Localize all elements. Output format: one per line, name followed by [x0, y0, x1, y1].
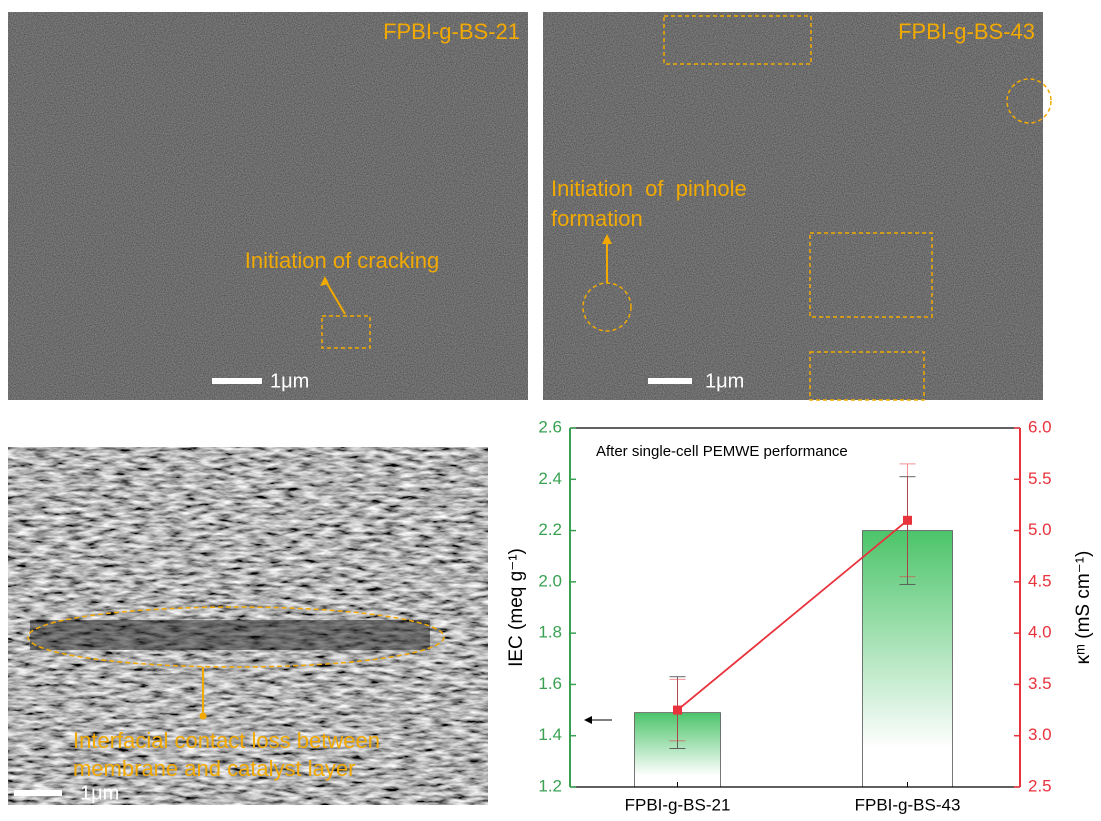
y2-tick-label: 2.5	[1028, 776, 1052, 795]
y2-tick-label: 4.5	[1028, 571, 1052, 590]
y-tick-label: 1.6	[538, 674, 562, 693]
y2-tick-label: 3.5	[1028, 674, 1052, 693]
chart: After single-cell PEMWE performance 1.2 1…	[506, 417, 1094, 814]
y-tick-label: 2.6	[538, 417, 562, 436]
y2-tick-label: 5.0	[1028, 520, 1052, 539]
point	[673, 706, 682, 715]
y-tick-label: 2.0	[538, 571, 562, 590]
annotation: membrane and catalyst layer	[73, 756, 355, 781]
y2-tick-label: 4.0	[1028, 623, 1052, 642]
scale-bar	[212, 378, 262, 384]
figure: FPBI-g-BS-21 Initiation of cracking 1μm …	[0, 0, 1101, 821]
pointer-dot	[200, 713, 207, 720]
y2-tick-label: 6.0	[1028, 417, 1052, 436]
point	[903, 516, 912, 525]
scale-label: 1μm	[705, 370, 744, 392]
annotation: Initiation of pinhole	[551, 176, 747, 201]
scale-bar	[648, 378, 692, 384]
y-tick-label: 1.8	[538, 623, 562, 642]
panel-label: FPBI-g-BS-43	[898, 19, 1035, 44]
scale-label: 1μm	[270, 370, 309, 392]
y-axis-label: IEC (meq g⁻¹)	[506, 548, 527, 667]
annotation: Interfacial contact loss between	[73, 728, 380, 753]
y2-axis-label: κᵐ (mS cm⁻¹)	[1073, 551, 1094, 665]
sem-image	[8, 12, 528, 400]
panel-label: FPBI-g-BS-21	[383, 19, 520, 44]
y2-tick-label: 5.5	[1028, 469, 1052, 488]
axis-pointer-head	[584, 716, 592, 724]
y-tick-label: 1.4	[538, 725, 562, 744]
y-tick-label: 1.2	[538, 776, 562, 795]
y-tick-label: 2.4	[538, 469, 562, 488]
annotation: formation	[551, 206, 643, 231]
scale-label: 1μm	[80, 782, 119, 804]
x-tick-label: FPBI-g-BS-21	[625, 795, 731, 814]
scale-bar	[14, 790, 62, 796]
x-tick-label: FPBI-g-BS-43	[855, 795, 961, 814]
y2-tick-label: 3.0	[1028, 725, 1052, 744]
chart-annotation: After single-cell PEMWE performance	[596, 443, 848, 460]
annotation: Initiation of cracking	[245, 248, 439, 273]
y-tick-label: 2.2	[538, 520, 562, 539]
gap	[30, 620, 430, 650]
